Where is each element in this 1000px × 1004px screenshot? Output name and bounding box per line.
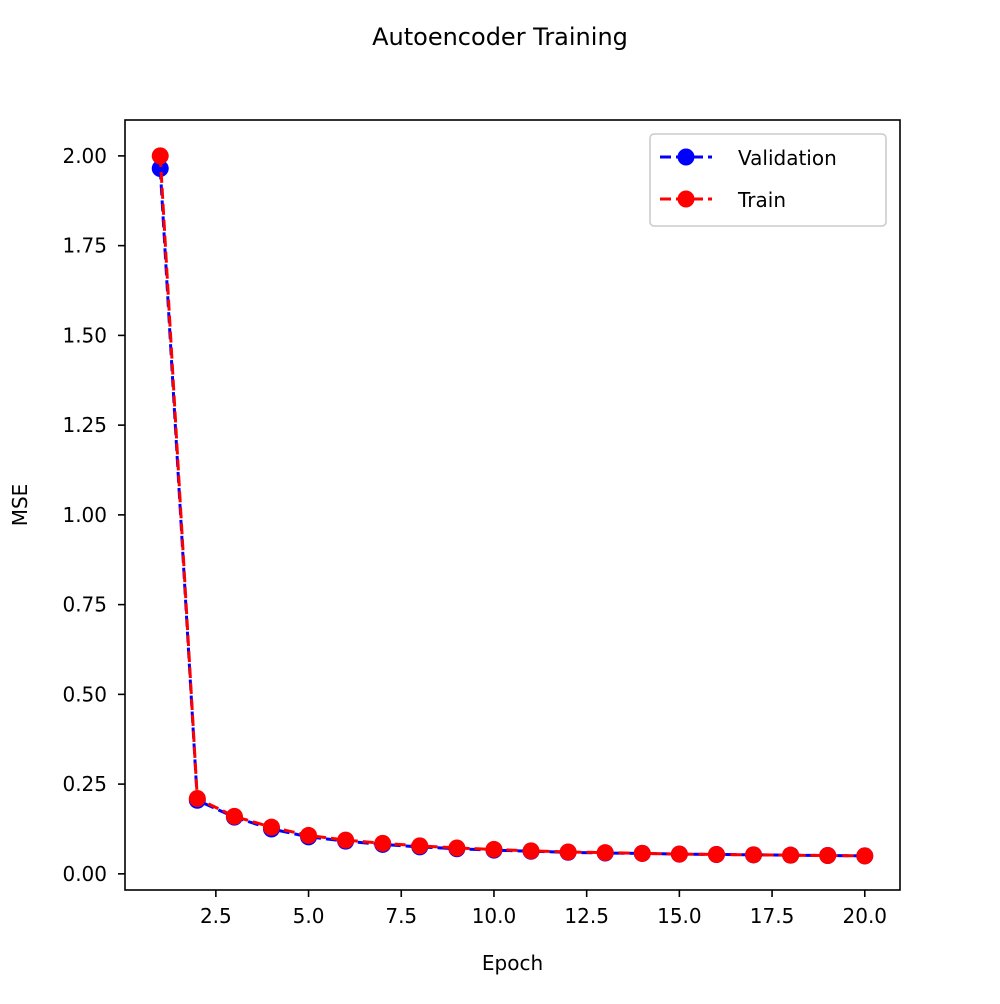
x-tick-label: 10.0 <box>472 904 517 928</box>
data-point <box>337 831 355 849</box>
data-point <box>670 845 688 863</box>
series-train <box>151 147 874 865</box>
data-point <box>411 837 429 855</box>
x-tick-label: 15.0 <box>657 904 702 928</box>
data-point <box>633 844 651 862</box>
data-point <box>262 818 280 836</box>
x-axis-label: Epoch <box>482 951 543 975</box>
data-point <box>374 834 392 852</box>
chart-title: Autoencoder Training <box>372 23 628 51</box>
x-tick-label: 7.5 <box>385 904 417 928</box>
x-tick-label: 12.5 <box>564 904 609 928</box>
data-point <box>559 843 577 861</box>
y-tick-label: 1.25 <box>62 413 107 437</box>
y-tick-label: 1.75 <box>62 234 107 258</box>
data-point <box>188 789 206 807</box>
data-point <box>151 147 169 165</box>
data-point <box>782 846 800 864</box>
x-tick-label: 17.5 <box>750 904 795 928</box>
y-axis-ticks: 0.00 0.25 0.50 0.75 1.00 1.25 1.50 1.75 2.00 <box>62 144 125 886</box>
data-point <box>448 839 466 857</box>
data-point <box>856 847 874 865</box>
legend: Validation Train <box>649 133 887 227</box>
data-point <box>522 842 540 860</box>
legend-entry: Validation <box>660 146 837 170</box>
legend-entry: Train <box>660 188 786 212</box>
y-tick-label: 0.50 <box>62 682 107 706</box>
y-tick-label: 0.25 <box>62 772 107 796</box>
y-axis-label: MSE <box>8 484 32 527</box>
legend-label: Validation <box>738 146 837 170</box>
legend-marker <box>677 190 695 208</box>
y-tick-label: 0.75 <box>62 593 107 617</box>
x-axis-ticks: 2.5 5.0 7.5 10.0 12.5 15.0 17.5 20.0 <box>200 890 887 928</box>
data-point <box>745 846 763 864</box>
x-tick-label: 2.5 <box>200 904 232 928</box>
data-point <box>596 844 614 862</box>
legend-label: Train <box>737 188 786 212</box>
x-tick-label: 5.0 <box>293 904 325 928</box>
legend-marker <box>677 148 695 166</box>
data-point <box>151 159 169 177</box>
data-point <box>707 845 725 863</box>
y-tick-label: 1.00 <box>62 503 107 527</box>
y-tick-label: 0.00 <box>62 862 107 886</box>
data-point <box>819 847 837 865</box>
plot-area <box>151 147 874 865</box>
y-tick-label: 2.00 <box>62 144 107 168</box>
axes-frame <box>124 119 901 891</box>
y-tick-label: 1.50 <box>62 323 107 347</box>
data-point <box>485 840 503 858</box>
data-point <box>225 807 243 825</box>
x-tick-label: 20.0 <box>843 904 888 928</box>
data-point <box>300 826 318 844</box>
